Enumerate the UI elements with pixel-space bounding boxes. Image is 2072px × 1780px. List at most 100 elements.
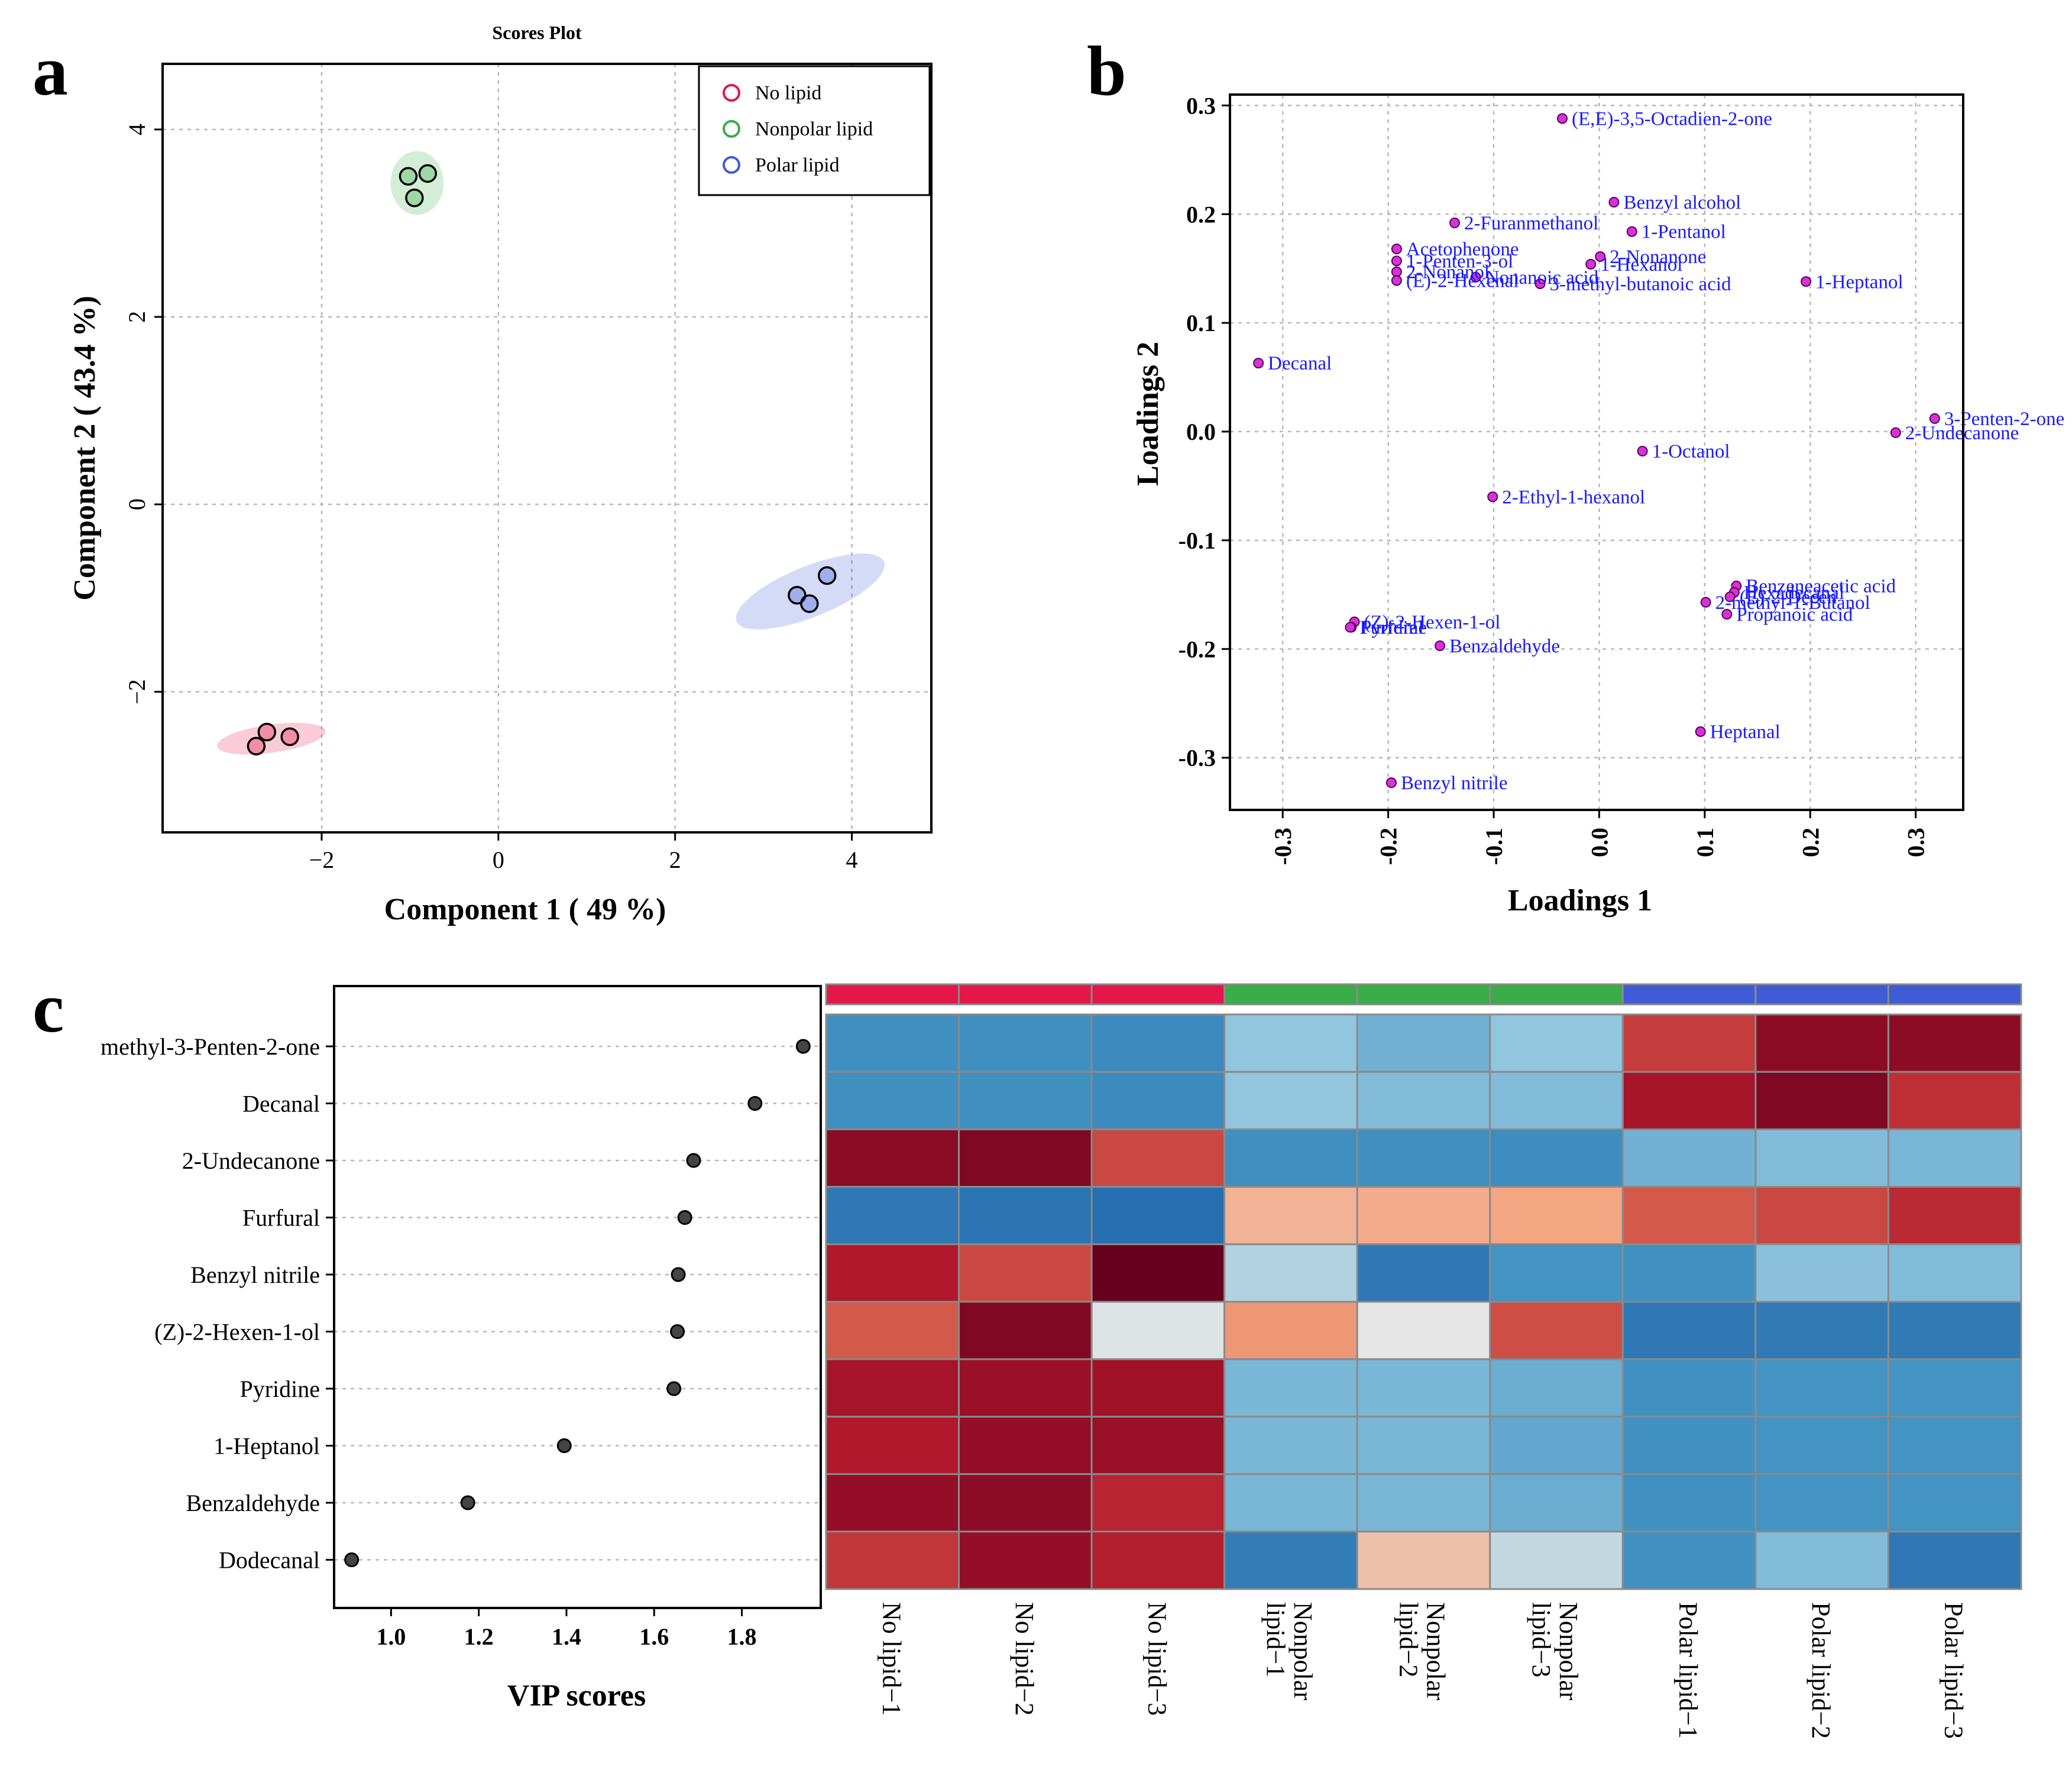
loading-label: Benzyl nitrile — [1401, 773, 1508, 794]
loading-label: Furfural — [1359, 617, 1423, 638]
panel-a-points — [247, 164, 837, 756]
loading-point — [1345, 622, 1356, 633]
panel-b-x-ticks: -0.3 -0.2 -0.1 0.0 0.1 0.2 0.3 — [1270, 810, 1929, 865]
loading-point — [1470, 271, 1481, 283]
loading-label: Heptanal — [1710, 722, 1780, 743]
vip-row-label: Dodecanal — [219, 1547, 320, 1574]
loading-label: Pyridine — [1361, 617, 1427, 638]
score-point — [257, 722, 277, 742]
loading-label: 2-Nonanol — [1406, 262, 1490, 283]
heatmap-cell — [1223, 1301, 1358, 1360]
heatmap-cell — [1356, 1473, 1491, 1533]
vip-score-dot — [671, 1267, 686, 1282]
vip-row-label: 2-Undecanone — [182, 1147, 320, 1174]
heatmap-cell — [1621, 1243, 1757, 1303]
loading-label: 1-Heptanol — [1815, 271, 1903, 293]
heatmap-cell — [1090, 1128, 1226, 1188]
heatmap-cell — [1356, 1128, 1491, 1188]
heatmap-cell — [1621, 1473, 1757, 1533]
heatmap-cell — [825, 1531, 960, 1590]
vip-row-label: methyl-3-Penten-2-one — [101, 1033, 320, 1060]
heatmap-cell — [825, 1473, 960, 1533]
heatmap-cell — [1621, 1358, 1757, 1418]
x-tick-label: 0.1 — [1692, 828, 1718, 857]
heatmap-cell — [1754, 1243, 1889, 1303]
x-tick-label: -0.1 — [1481, 828, 1507, 865]
loading-label: Propanoic acid — [1736, 604, 1853, 625]
heatmap-cell — [1489, 1243, 1624, 1303]
heatmap-cell — [1223, 1186, 1358, 1246]
vip-row-label: (Z)-2-Hexen-1-ol — [154, 1319, 320, 1345]
heatmap-cell — [1754, 1301, 1889, 1360]
heatmap-column-label: Nonpolarlipid−1 — [1261, 1602, 1317, 1701]
panel-a-x-axis-label: Component 1 ( 49 %) — [384, 893, 666, 926]
heatmap-cell — [1621, 1301, 1757, 1360]
loading-label: Acetophenone — [1406, 239, 1519, 260]
heatmap-cell — [1090, 1071, 1226, 1130]
panel-a: a Scores Plot −2 0 2 4 −2 0 2 4 Component 1 ( … — [33, 22, 933, 926]
vip-score-dot — [686, 1153, 701, 1168]
heatmap-cell — [1356, 1531, 1491, 1590]
legend-polar-lipid-marker — [723, 156, 740, 174]
heatmap-cell — [1356, 1358, 1491, 1418]
group-annotation-bar — [825, 983, 960, 1006]
vip-row-label: Benzyl nitrile — [190, 1262, 320, 1288]
group-annotation-bar — [1223, 983, 1358, 1006]
heatmap-cell — [1223, 1531, 1358, 1590]
heatmap-cell — [1887, 1358, 2022, 1418]
vip-score-dot — [747, 1096, 763, 1111]
panel-a-letter: a — [33, 31, 68, 110]
vip-x-tick-label: 1.6 — [639, 1623, 669, 1650]
heatmap-cell — [825, 1128, 960, 1188]
loading-point — [1608, 197, 1620, 208]
heatmap-column-label: No lipid−3 — [1142, 1602, 1171, 1716]
heatmap-cell — [1754, 1358, 1889, 1418]
panel-c: c methyl-3-Penten-2-one Decanal 2-Undecano… — [33, 968, 2022, 1739]
heatmap-cell — [1223, 1473, 1358, 1533]
loading-label: 2-Nonanone — [1610, 247, 1706, 268]
loading-label: Benzeneacetic acid — [1746, 576, 1896, 597]
loading-label: (Z)-2-Hexen-1-ol — [1364, 612, 1501, 633]
heatmap-cell — [1090, 1473, 1226, 1533]
loading-label: Benzyl alcohol — [1623, 192, 1741, 213]
score-point — [399, 167, 418, 186]
heatmap-cell — [1621, 1128, 1757, 1188]
group-annotation-bar — [1754, 983, 1889, 1006]
heatmap-column-label: Polar lipid−1 — [1674, 1602, 1703, 1739]
heatmap-cell — [1489, 1128, 1624, 1188]
panel-b-plot-frame — [1229, 93, 1964, 811]
loading-point — [1435, 640, 1446, 651]
vip-score-dot — [677, 1210, 692, 1225]
heatmap-cell — [1621, 1415, 1757, 1476]
loading-label: 1-Penten-3-ol — [1406, 251, 1513, 272]
vip-row-label: Furfural — [242, 1205, 320, 1231]
heatmap-cell — [1356, 1013, 1491, 1073]
heatmap-cell — [1090, 1013, 1226, 1073]
y-tick-label: 2 — [124, 311, 150, 323]
heatmap-cell — [958, 1243, 1093, 1303]
heatmap-cell — [1754, 1186, 1889, 1246]
vip-score-dot — [344, 1552, 360, 1567]
panel-a-title: Scores Plot — [492, 22, 582, 43]
confidence-ellipse — [736, 553, 885, 630]
vip-score-dot — [670, 1324, 685, 1339]
panel-a-legend: No lipid Nonpolar lipid Polar lipid — [698, 65, 931, 196]
y-tick-label: -0.3 — [1179, 745, 1216, 771]
vip-row-label: Pyridine — [239, 1376, 320, 1402]
loading-point — [1929, 413, 1940, 424]
legend-polar-lipid-label: Polar lipid — [755, 154, 840, 176]
loading-label: 1-Pentanol — [1642, 222, 1726, 243]
heatmap-cell — [1356, 1415, 1491, 1476]
heatmap-cell — [825, 1243, 960, 1303]
panel-b-y-ticks: -0.3 -0.2 -0.1 0.0 0.1 0.2 0.3 — [1179, 92, 1230, 771]
heatmap-cell — [1223, 1358, 1358, 1418]
heatmap-cell — [1090, 1243, 1226, 1303]
x-tick-label: -0.2 — [1375, 828, 1402, 865]
heatmap-cell — [825, 1186, 960, 1246]
heatmap-cell — [1489, 1415, 1624, 1476]
panel-a-y-axis-label: Component 2 ( 43.4 %) — [68, 296, 102, 601]
heatmap-cell — [1489, 1186, 1624, 1246]
y-tick-label: 4 — [124, 124, 150, 135]
loading-point — [1253, 358, 1264, 369]
heatmap-column-label: No lipid−1 — [877, 1602, 906, 1716]
